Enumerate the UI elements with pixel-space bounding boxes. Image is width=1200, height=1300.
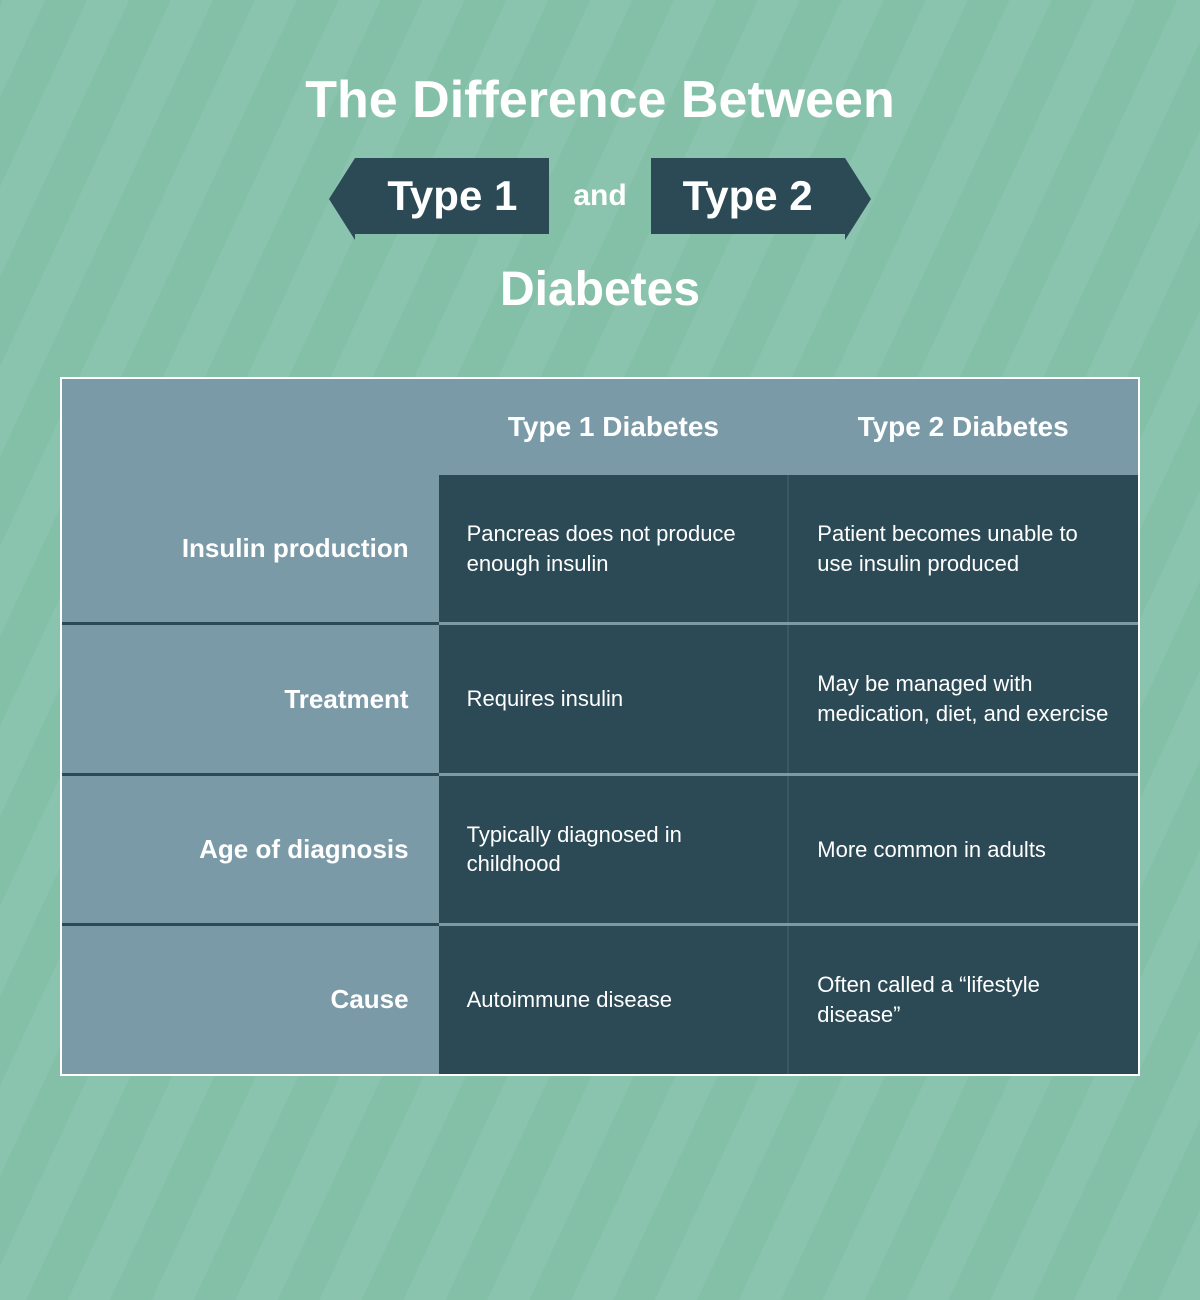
cell-treatment-type1: Requires insulin	[439, 624, 789, 774]
cell-treatment-type2: May be managed with medication, diet, an…	[788, 624, 1138, 774]
table-header-type2: Type 2 Diabetes	[788, 379, 1138, 475]
title-line-1: The Difference Between	[60, 70, 1140, 130]
table-row: Cause Autoimmune disease Often called a …	[62, 925, 1138, 1074]
table-header-type1: Type 1 Diabetes	[439, 379, 789, 475]
row-label-insulin: Insulin production	[62, 475, 439, 624]
badge-type1: Type 1	[355, 158, 549, 234]
cell-insulin-type2: Patient becomes unable to use insulin pr…	[788, 475, 1138, 624]
table-row: Insulin production Pancreas does not pro…	[62, 475, 1138, 624]
row-label-age: Age of diagnosis	[62, 774, 439, 924]
title-line-3: Diabetes	[60, 262, 1140, 317]
row-label-treatment: Treatment	[62, 624, 439, 774]
title-block: The Difference Between Type 1 and Type 2…	[60, 70, 1140, 317]
cell-cause-type2: Often called a “lifestyle disease”	[788, 925, 1138, 1074]
cell-cause-type1: Autoimmune disease	[439, 925, 789, 1074]
table-row: Treatment Requires insulin May be manage…	[62, 624, 1138, 774]
title-and: and	[573, 179, 626, 213]
cell-age-type2: More common in adults	[788, 774, 1138, 924]
title-line-2: Type 1 and Type 2	[60, 158, 1140, 234]
comparison-table: Type 1 Diabetes Type 2 Diabetes Insulin …	[62, 379, 1138, 1074]
badge-type2: Type 2	[651, 158, 845, 234]
comparison-table-wrap: Type 1 Diabetes Type 2 Diabetes Insulin …	[60, 377, 1140, 1076]
cell-insulin-type1: Pancreas does not produce enough insulin	[439, 475, 789, 624]
table-header-row: Type 1 Diabetes Type 2 Diabetes	[62, 379, 1138, 475]
table-row: Age of diagnosis Typically diagnosed in …	[62, 774, 1138, 924]
row-label-cause: Cause	[62, 925, 439, 1074]
infographic-canvas: The Difference Between Type 1 and Type 2…	[0, 0, 1200, 1300]
cell-age-type1: Typically diagnosed in childhood	[439, 774, 789, 924]
table-header-blank	[62, 379, 439, 475]
